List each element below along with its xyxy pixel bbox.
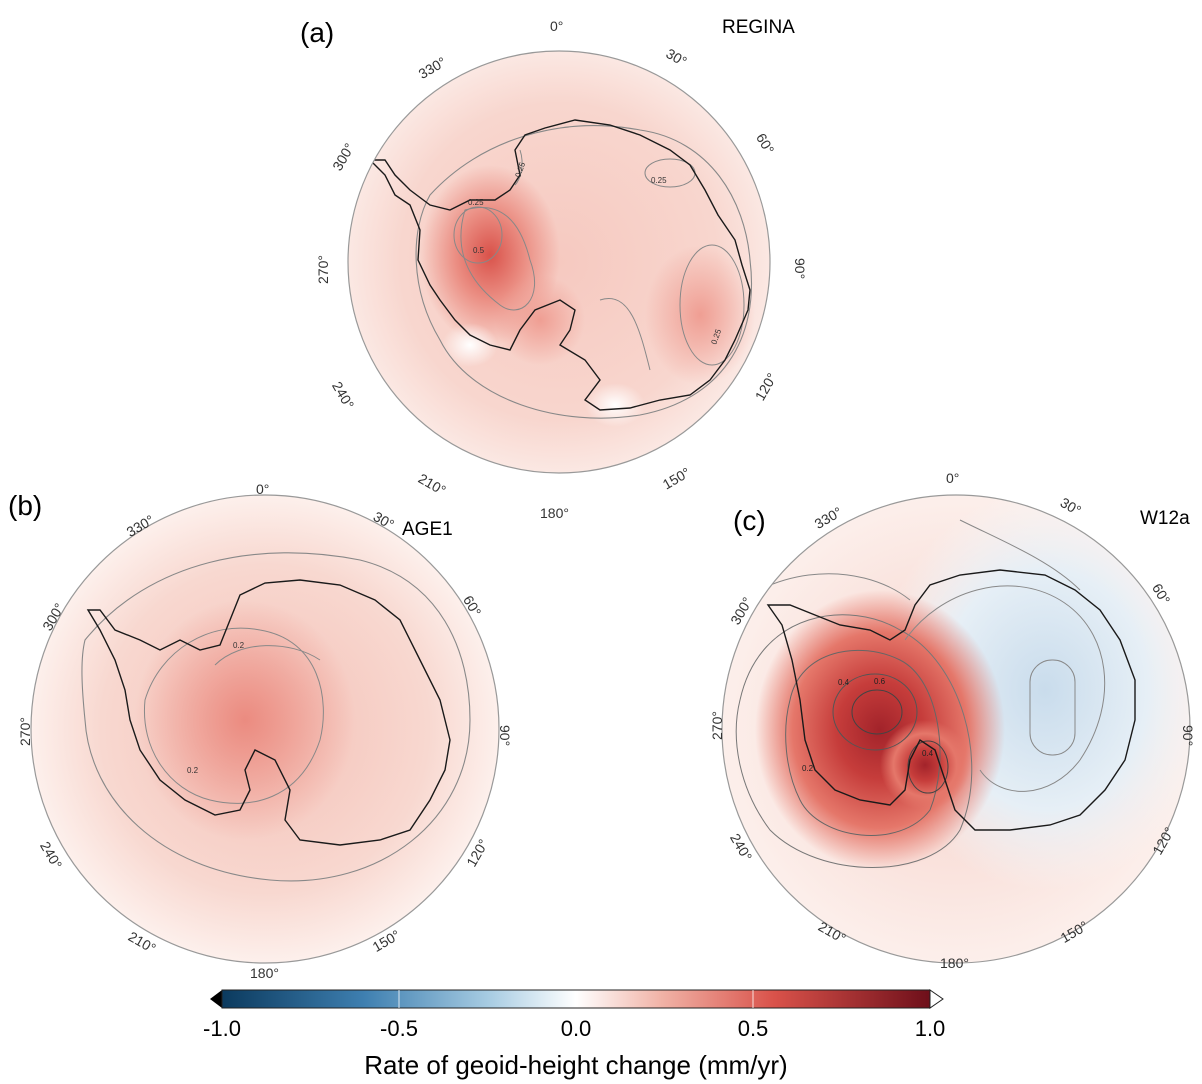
lon-label: 30°: [1058, 494, 1084, 518]
colorbar-tick: 0.5: [738, 1016, 769, 1041]
lon-label: 210°: [416, 470, 449, 498]
contour-label: 0.2: [233, 641, 245, 650]
contour-label: 0.5: [473, 246, 485, 255]
colorbar-title: Rate of geoid-height change (mm/yr): [364, 1050, 787, 1080]
panel-b-model: AGE1: [402, 519, 453, 540]
lon-label: 0°: [256, 481, 269, 497]
contour-label: 0.4: [838, 678, 850, 687]
lon-label: 0°: [550, 18, 563, 34]
lon-label: 30°: [663, 45, 689, 69]
panel-b-letter: (b): [8, 490, 42, 521]
lon-label: 90°: [497, 725, 513, 746]
panel-a: 0.25 0.25 0.25 0.25 0.5 0° 30° 60° 90° 1…: [300, 17, 808, 521]
lon-label: 180°: [940, 955, 969, 971]
panel-c-letter: (c): [733, 505, 766, 536]
panel-a-letter: (a): [300, 17, 334, 48]
lon-label: 180°: [250, 965, 279, 981]
panel-c-model: W12a: [1140, 508, 1190, 529]
contour-label: 0.4: [922, 749, 934, 758]
lon-label: 180°: [540, 505, 569, 521]
panel-a-model: REGINA: [722, 17, 795, 38]
panel-b-map: [31, 495, 499, 963]
panel-c: 0.4 0.6 0.4 0.2 0° 30° 60° 90° 120° 150°…: [709, 470, 1196, 971]
lon-label: 0°: [946, 470, 959, 486]
colorbar: -1.0 -0.5 0.0 0.5 1.0 Rate of geoid-heig…: [203, 989, 946, 1080]
panel-a-map: [348, 51, 770, 473]
lon-label: 90°: [1180, 725, 1196, 746]
colorbar-low-arrow: [210, 990, 222, 1008]
colorbar-tick: 0.0: [561, 1016, 592, 1041]
lon-label: 270°: [709, 711, 725, 740]
lon-label: 150°: [660, 464, 693, 492]
lon-label: 60°: [753, 130, 777, 156]
colorbar-tick: 1.0: [915, 1016, 946, 1041]
panel-b-border: [30, 494, 500, 964]
panel-c-border: [721, 494, 1191, 964]
lon-label: 120°: [752, 370, 780, 403]
contour-label: 0.25: [468, 198, 484, 207]
lon-label: 270°: [17, 717, 33, 746]
lon-label: 300°: [329, 140, 357, 173]
colorbar-high-arrow: [929, 989, 944, 1009]
panel-c-map: [722, 495, 1190, 963]
contour-label: 0.2: [187, 766, 199, 775]
panel-a-border: [347, 50, 771, 474]
lon-label: 270°: [315, 255, 331, 284]
colorbar-tick: -0.5: [380, 1016, 418, 1041]
panel-b: 0.2 0.2 0° 30° 60° 90° 120° 150° 180° 21…: [8, 481, 513, 981]
lon-label: 330°: [416, 54, 449, 82]
lon-label: 240°: [329, 379, 357, 412]
contour-label: 0.6: [874, 677, 886, 686]
contour-label: 0.25: [651, 176, 667, 185]
colorbar-tick: -1.0: [203, 1016, 241, 1041]
contour-label: 0.2: [802, 764, 814, 773]
lon-label: 90°: [792, 258, 808, 279]
colorbar-ramp: [221, 989, 931, 1009]
